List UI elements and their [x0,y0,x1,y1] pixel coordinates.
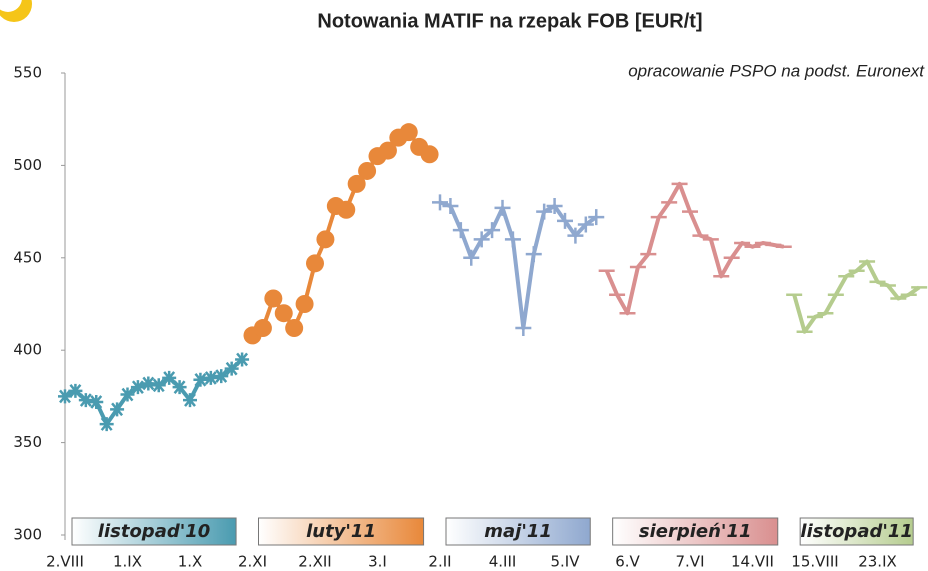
point-marker [378,141,397,160]
series-line [604,181,785,316]
point-marker [183,393,197,408]
y-tick-label: 350 [13,433,42,451]
point-marker [463,249,480,266]
x-tick-label: 6.V [615,553,640,571]
legend-label: sierpień'11 [639,521,752,542]
legend-box [612,517,779,546]
chart-subtitle: opracowanie PSPO na podst. Euronext [628,61,925,80]
y-tick-label: 500 [13,156,42,174]
x-tick-label: 1.X [178,553,203,571]
point-marker [274,304,293,323]
x-tick-label: 23.IX [858,553,897,571]
x-tick-label: 2.VIII [46,553,84,571]
legend-box [445,517,591,546]
series-line [792,259,921,334]
point-marker [494,199,511,216]
point-marker [557,212,573,229]
point-marker [235,352,250,367]
point-marker [193,372,208,387]
legend-label: listopad'10 [98,521,211,542]
point-marker [68,383,83,398]
point-marker [442,198,459,215]
chart-title: Notowania MATIF na rzepak FOB [EUR/t] [317,10,702,32]
point-marker [588,209,605,226]
x-tick-label: 2.XII [298,553,331,571]
y-tick-label: 300 [13,526,42,544]
point-marker [110,402,125,417]
x-tick-label: 14.VII [731,553,774,571]
point-marker [432,194,448,211]
point-marker [515,320,532,337]
point-marker [99,417,114,432]
legend-box [71,517,237,546]
point-marker [546,198,563,215]
point-marker [337,200,356,219]
x-tick-label: 1.IX [113,553,142,571]
x-tick-label: 15.VIII [791,553,838,571]
point-marker [295,295,314,313]
point-marker [253,319,272,338]
series-line [439,200,598,331]
point-marker [151,378,166,393]
point-marker [214,369,229,384]
point-marker [89,394,104,409]
x-tick-label: 5.IV [551,553,581,571]
point-marker [141,376,156,391]
x-tick-label: 2.XI [238,553,267,571]
y-tick-label: 400 [13,341,42,359]
y-tick-label: 450 [13,248,42,266]
point-marker [264,289,283,308]
point-marker [525,246,542,263]
legend-label: luty'11 [306,521,376,542]
point-marker [306,254,324,273]
point-marker [203,370,218,385]
legend-box [799,517,914,546]
y-tick-label: 550 [13,64,42,82]
x-tick-label: 3.I [368,553,387,571]
point-marker [577,216,594,233]
point-marker [358,161,377,180]
point-marker [484,222,501,239]
point-marker [120,387,135,402]
x-tick-label: 2.II [428,553,451,571]
x-tick-label: 4.III [489,553,517,571]
legend-label: maj'11 [484,521,552,542]
point-marker [162,370,177,385]
point-marker [399,123,418,142]
point-marker [504,231,521,248]
logo-cutout [0,0,22,12]
series-line [64,357,244,427]
point-marker [473,231,490,248]
point-marker [130,380,145,395]
point-marker [452,222,469,239]
legend-label: listopad'11 [800,521,913,542]
x-tick-label: 7.VI [676,553,705,571]
point-marker [172,380,187,395]
point-marker [58,389,72,404]
point-marker [536,203,553,220]
point-marker [567,227,584,244]
point-marker [316,230,335,249]
point-marker [78,393,93,408]
point-marker [285,319,304,338]
point-marker [420,145,439,164]
point-marker [347,174,366,193]
legend-box [258,517,425,546]
point-marker [224,361,239,376]
